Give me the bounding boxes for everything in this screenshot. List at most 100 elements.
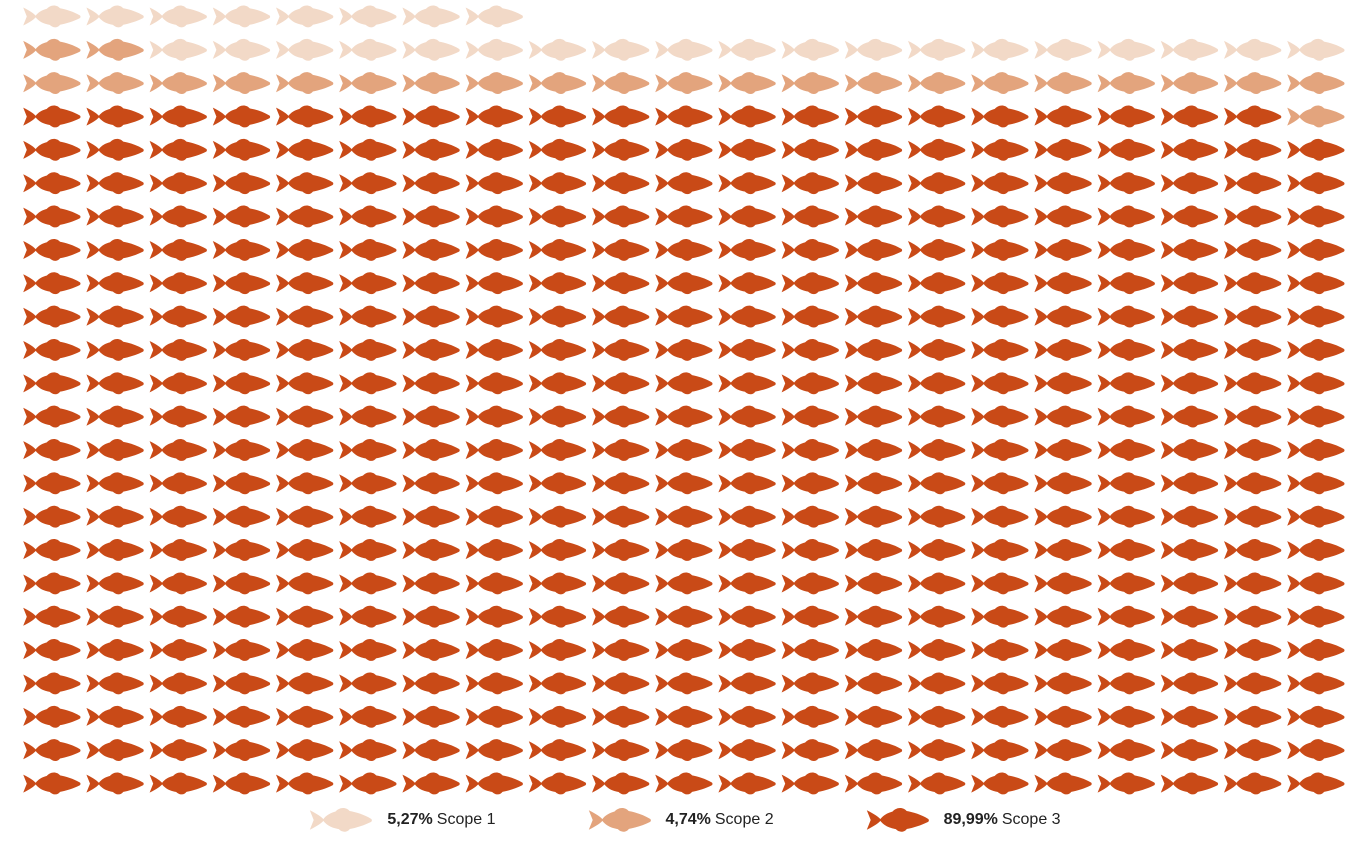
fish-icon [781,505,839,528]
fish-icon [844,505,903,528]
fish-icon [212,672,271,695]
chart-legend: 5,27% Scope 1 4,74% Scope 2 89,99% Scope 3 [0,800,1366,840]
fish-icon [1224,439,1282,461]
fish-icon [908,772,966,795]
fish-icon [844,172,903,195]
fish-icon [781,372,839,395]
fish-icon [528,338,587,361]
fish-icon [528,238,587,261]
fish-icon [402,5,460,28]
fish-icon [655,238,713,261]
fish-icon [1224,472,1282,495]
fish-icon [23,572,81,595]
fish-icon [781,739,839,762]
fish-icon [465,672,523,695]
fish-icon [465,272,523,295]
fish-icon [402,439,460,461]
fish-icon [971,305,1029,328]
fish-icon [655,472,713,495]
fish-icon [1097,439,1155,461]
fish-icon [908,172,966,195]
fish-icon [1160,372,1219,395]
fish-icon [1160,238,1219,261]
fish-icon [212,238,271,261]
fish-icon [212,439,271,461]
fish-icon [1160,672,1219,695]
fish-icon [86,238,144,261]
fish-icon [971,772,1029,795]
fish-icon [971,739,1029,762]
fish-icon [971,372,1029,395]
fish-icon [592,305,650,328]
fish-icon [528,605,587,628]
fish-icon [1224,739,1282,762]
fish-icon [465,739,523,762]
fish-icon [971,605,1029,628]
fish-icon [908,439,966,461]
fish-icon [86,439,144,461]
fish-icon [592,172,650,195]
fish-icon [908,372,966,395]
fish-icon [1160,72,1219,95]
fish-icon [971,338,1029,361]
fish-icon [1097,372,1155,395]
fish-icon [655,639,713,661]
fish-icon [718,739,776,762]
fish-icon [23,605,81,628]
fish-icon [781,472,839,495]
fish-icon [528,472,587,495]
fish-icon [1160,405,1219,428]
fish-icon [149,305,207,328]
fish-icon [1097,138,1155,161]
fish-icon [592,672,650,695]
fish-icon [212,605,271,628]
fish-icon [86,639,144,661]
fish-icon [718,605,776,628]
fish-icon [1160,272,1219,295]
fish-icon [908,639,966,661]
fish-icon [718,772,776,795]
fish-icon [592,72,650,95]
fish-icon [844,238,903,261]
fish-icon [339,505,397,528]
fish-icon [908,138,966,161]
fish-icon [781,338,839,361]
fish-icon [1034,405,1092,428]
fish-icon [1160,105,1219,128]
fish-icon [23,439,81,461]
fish-icon [1034,639,1092,661]
fish-icon [971,138,1029,161]
fish-icon [276,72,334,95]
fish-icon [908,38,966,61]
fish-icon [276,172,334,195]
fish-icon [1160,772,1219,795]
fish-icon [844,572,903,595]
fish-icon [212,405,271,428]
legend-label: Scope 2 [714,811,774,828]
fish-icon [212,739,271,762]
fish-icon [86,205,144,228]
fish-icon [718,405,776,428]
fish-icon [465,405,523,428]
fish-icon [339,639,397,661]
fish-icon [86,405,144,428]
fish-icon [655,672,713,695]
fish-icon [402,372,460,395]
fish-icon [23,672,81,695]
fish-icon [1160,172,1219,195]
fish-icon [908,205,966,228]
fish-icon [1160,539,1219,561]
fish-icon [465,772,523,795]
fish-icon [971,439,1029,461]
fish-icon [465,238,523,261]
fish-icon [781,172,839,195]
fish-icon [655,205,713,228]
fish-icon [908,572,966,595]
fish-icon [149,472,207,495]
fish-icon [23,505,81,528]
fish-icon [402,572,460,595]
fish-icon [718,38,776,61]
fish-icon [971,672,1029,695]
fish-icon [908,539,966,561]
fish-icon [971,572,1029,595]
